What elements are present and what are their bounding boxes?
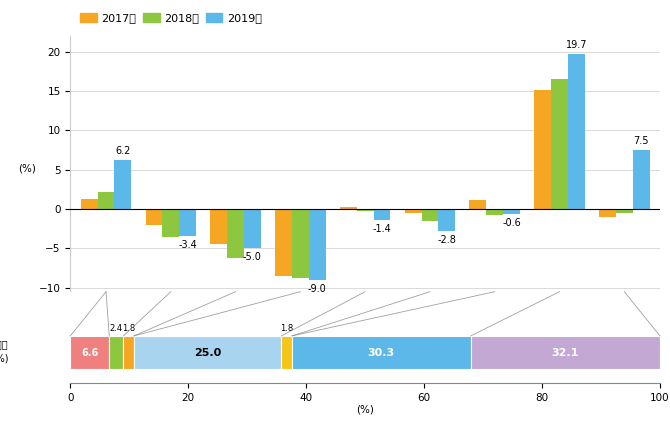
- Text: 7.5: 7.5: [633, 136, 649, 146]
- Legend: 2017年, 2018年, 2019年: 2017年, 2018年, 2019年: [76, 8, 266, 27]
- Text: 6.6: 6.6: [81, 348, 98, 358]
- Bar: [356, 209, 374, 211]
- Text: 6.2: 6.2: [115, 146, 131, 156]
- Bar: [405, 209, 421, 213]
- Text: プロモーション
メディア広告費: プロモーション メディア広告費: [614, 290, 634, 323]
- Bar: [227, 209, 244, 258]
- Bar: [503, 209, 520, 214]
- Bar: [134, 336, 281, 369]
- Bar: [534, 90, 551, 209]
- Bar: [109, 336, 123, 369]
- Text: -0.6: -0.6: [502, 218, 521, 228]
- Bar: [292, 209, 309, 277]
- Text: 32.1: 32.1: [551, 348, 579, 358]
- Text: -3.4: -3.4: [178, 240, 197, 250]
- Y-axis label: (%): (%): [18, 164, 36, 174]
- Bar: [244, 209, 261, 248]
- Text: インターネット
広告費: インターネット 広告費: [550, 290, 570, 323]
- Text: 19.7: 19.7: [565, 40, 587, 50]
- Text: 1.8: 1.8: [122, 324, 135, 333]
- Text: -2.8: -2.8: [438, 235, 456, 245]
- Bar: [421, 209, 438, 221]
- Text: 2.4: 2.4: [110, 324, 123, 333]
- Bar: [374, 209, 391, 220]
- Text: マスコミ四媒体
広告費
（衛星メディア
関連を含む）: マスコミ四媒体 広告費 （衛星メディア 関連を含む）: [151, 290, 191, 323]
- Bar: [632, 150, 650, 209]
- Text: -5.0: -5.0: [243, 252, 262, 262]
- Bar: [281, 336, 292, 369]
- Text: -9.0: -9.0: [308, 284, 326, 294]
- X-axis label: (%): (%): [356, 404, 374, 414]
- Text: 構成比
(2019年, %): 構成比 (2019年, %): [0, 339, 9, 363]
- Text: ラジオ: ラジオ: [360, 290, 370, 304]
- Text: 1.8: 1.8: [280, 324, 293, 333]
- Bar: [115, 160, 131, 209]
- Bar: [210, 209, 227, 245]
- Bar: [70, 336, 109, 369]
- Text: 地上波テレビ: 地上波テレビ: [425, 290, 434, 319]
- Text: 雑誌: 雑誌: [296, 290, 305, 300]
- Bar: [123, 336, 134, 369]
- Bar: [551, 79, 568, 209]
- Bar: [145, 209, 162, 225]
- Text: 衛星メディア
関連: 衛星メディア 関連: [485, 290, 505, 319]
- Text: 新聆: 新聆: [231, 290, 240, 300]
- Bar: [179, 209, 196, 236]
- Bar: [438, 209, 455, 231]
- Bar: [616, 209, 632, 213]
- Bar: [309, 209, 326, 280]
- Bar: [340, 207, 356, 209]
- Bar: [275, 209, 292, 276]
- Bar: [486, 209, 503, 215]
- Bar: [471, 336, 660, 369]
- Text: 25.0: 25.0: [194, 348, 221, 358]
- Bar: [80, 199, 98, 209]
- Text: -1.4: -1.4: [373, 224, 391, 234]
- Bar: [599, 209, 616, 217]
- Bar: [470, 200, 486, 209]
- Bar: [568, 54, 585, 209]
- Bar: [162, 209, 179, 237]
- Bar: [292, 336, 471, 369]
- Text: 30.3: 30.3: [368, 348, 395, 358]
- Bar: [98, 192, 115, 209]
- Text: 総広告費: 総広告費: [101, 290, 111, 309]
